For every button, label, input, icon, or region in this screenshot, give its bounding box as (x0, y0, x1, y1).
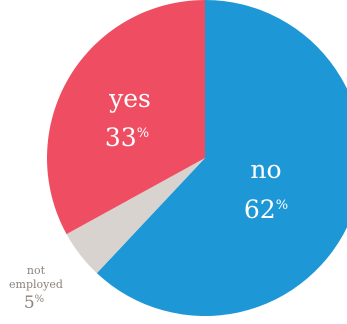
pie-slices (46, 0, 347, 316)
slice-value-yes-unit: % (137, 126, 149, 141)
slice-label-not-employed-line1: not (27, 264, 46, 277)
slice-label-not-employed-line2: employed (9, 278, 63, 291)
pie-slice-yes (46, 0, 205, 235)
pie-slice-no (96, 0, 347, 316)
slice-value-no-unit: % (276, 198, 288, 213)
slice-label-no: no (250, 155, 281, 184)
slice-value-not-employed-unit: % (35, 294, 45, 305)
slice-label-yes: yes (108, 84, 151, 113)
slice-value-yes: 33% (105, 123, 149, 152)
slice-value-yes-number: 33 (105, 123, 137, 152)
slice-value-not-employed: 5% (24, 293, 44, 313)
pie-slice-not-employed (66, 158, 205, 274)
slice-value-not-employed-number: 5 (24, 293, 35, 313)
slice-value-no: 62% (244, 195, 288, 224)
slice-value-no-number: 62 (244, 195, 276, 224)
